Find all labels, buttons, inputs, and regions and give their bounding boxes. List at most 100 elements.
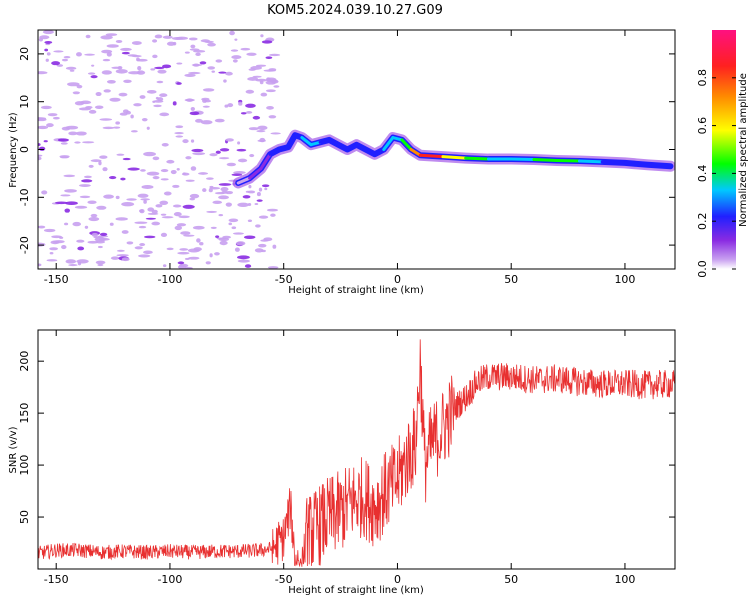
noise-blob [258,187,263,192]
noise-blob [211,70,215,73]
noise-blob [105,33,118,37]
noise-blob [185,98,194,102]
noise-blob [98,237,110,241]
noise-blob [45,58,49,62]
noise-blob [61,245,67,250]
noise-blob [265,89,276,93]
noise-blob [90,75,98,79]
noise-blob [214,118,225,123]
noise-blob [264,187,268,191]
noise-blob [177,251,190,255]
noise-blob [46,123,54,128]
noise-blob [76,259,89,264]
noise-blob [152,54,158,59]
trace-segment [277,145,290,151]
noise-blob [146,171,160,176]
noise-blob [38,146,46,151]
noise-blob [65,259,77,264]
noise-blob [161,216,174,219]
noise-blob [190,166,197,171]
noise-blob [162,35,173,39]
snr-x-tick-label: -50 [275,573,293,586]
noise-blob [204,40,214,44]
noise-blob [206,177,214,180]
spectrogram-y-tick-label: 20 [18,47,31,61]
snr-y-tick-label: 200 [18,351,31,372]
noise-blob [47,113,58,117]
noise-blob [188,71,201,75]
noise-blob [99,118,113,121]
noise-blob [76,52,82,57]
noise-blob [261,40,273,44]
noise-blob [267,266,279,269]
noise-blob [190,106,195,111]
noise-blob [38,125,49,130]
noise-blob [212,200,223,205]
noise-blob [218,214,224,217]
noise-blob [265,80,277,85]
colorbar-tick-label: 0.0 [696,260,709,278]
colorbar: 0.0 0.2 0.4 0.6 0.8 Normalized spectral ampl… [696,30,749,278]
noise-blob [159,112,170,117]
noise-blob [44,40,53,44]
noise-blob [184,51,190,54]
noise-blob [266,105,274,110]
noise-blob [40,105,52,110]
noise-blob [61,58,69,62]
noise-blob [256,191,261,197]
trace-segment [248,167,263,180]
noise-blob [141,117,148,122]
noise-blob [111,66,122,69]
noise-blob [243,235,256,239]
noise-blob [196,238,201,243]
colorbar-label: Normalized spectral amplitude [738,73,749,227]
noise-blob [160,178,169,181]
noise-blob [240,112,247,115]
noise-blob [106,80,116,84]
noise-blob [261,249,266,253]
trace-segment [464,156,490,161]
noise-blob [60,156,69,159]
noise-blob [209,153,218,157]
noise-blob [270,132,281,135]
noise-blob [126,110,131,115]
noise-blob [96,205,107,210]
noise-blob [101,70,112,75]
noise-blob [260,34,264,38]
noise-blob [90,213,98,218]
noise-blob [115,217,128,221]
noise-blob [115,40,123,43]
noise-blob [46,259,58,262]
noise-blob [121,201,135,207]
snr-x-tick-label: 0 [394,573,401,586]
noise-blob [154,66,165,70]
noise-blob [76,84,83,89]
noise-blob [143,199,147,204]
noise-blob [138,225,147,229]
noise-blob [191,148,204,153]
noise-blob [85,34,91,39]
noise-blob [254,248,264,253]
noise-blob [182,204,195,209]
noise-blob [57,138,70,142]
noise-blob [95,91,102,97]
noise-blob [137,193,149,198]
spectrogram-x-tick-label: 100 [614,273,635,286]
noise-blob [160,169,169,173]
noise-blob [226,162,237,167]
noise-blob [176,62,183,65]
noise-blob [156,80,164,84]
noise-blob [38,263,42,267]
noise-blob [248,127,259,131]
noise-blob [154,34,163,39]
noise-blob [172,204,182,208]
noise-blob [162,64,172,69]
noise-blob [245,103,256,108]
noise-blob [230,49,239,52]
noise-blob [185,156,192,160]
noise-blob [189,197,196,201]
noise-blob [238,101,243,106]
noise-blob [176,82,182,85]
trace-segment [391,136,404,142]
